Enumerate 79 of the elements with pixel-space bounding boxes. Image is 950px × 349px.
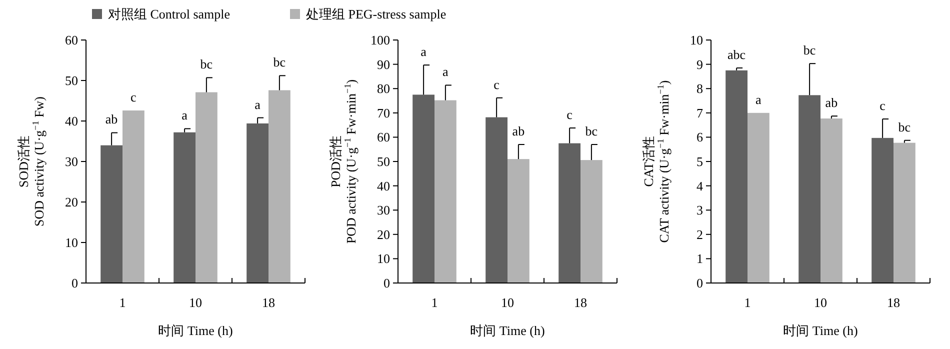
- legend-label: 对照组 Control sample: [108, 6, 230, 22]
- y-tick-label: 4: [696, 178, 704, 194]
- y-tick-label: 70: [377, 105, 390, 120]
- annotation: a: [442, 64, 449, 80]
- y-tick-label: 1: [696, 251, 703, 266]
- y-tick-label: 40: [65, 114, 78, 128]
- annotation: a: [182, 108, 188, 123]
- annotation: ab: [512, 123, 525, 138]
- x-tick-label: 18: [574, 295, 587, 310]
- annotation: c: [494, 76, 500, 92]
- bar: [174, 132, 196, 283]
- bar: [872, 138, 894, 283]
- y-tick-label: 9: [696, 56, 703, 72]
- annotation: bc: [200, 56, 213, 72]
- annotation: a: [756, 92, 762, 107]
- y-tick-label: 10: [377, 251, 390, 266]
- y-tick-label: 100: [370, 32, 390, 48]
- y-tick-label: 30: [377, 202, 390, 218]
- bar: [726, 70, 748, 283]
- annotation: c: [566, 106, 573, 122]
- bar: [268, 90, 290, 283]
- y-tick-label: 50: [65, 73, 78, 88]
- bar: [820, 118, 842, 283]
- y-tick-label: 3: [696, 202, 703, 218]
- y-tick-label: 6: [696, 130, 704, 145]
- y-tick-label: 50: [377, 154, 390, 169]
- annotation: abc: [728, 46, 746, 62]
- y-tick-label: 10: [690, 32, 703, 48]
- bar: [798, 95, 820, 283]
- annotation: a: [254, 96, 261, 112]
- y-tick-label: 7: [696, 105, 704, 120]
- y-tick-label: 8: [696, 81, 703, 96]
- annotation: bc: [898, 119, 911, 134]
- bar: [558, 143, 580, 283]
- bar: [508, 159, 530, 283]
- annotation: bc: [273, 54, 286, 70]
- bar: [122, 110, 144, 283]
- x-tick-label: 1: [119, 295, 126, 310]
- x-tick-label: 10: [501, 295, 514, 310]
- bar: [412, 94, 434, 283]
- x-axis-title: 时间 Time (h): [158, 323, 233, 338]
- bar: [100, 145, 122, 283]
- annotation: ab: [825, 95, 838, 110]
- x-tick-label: 10: [189, 295, 202, 310]
- legend-label: 处理组 PEG-stress sample: [306, 6, 446, 22]
- annotation: bc: [803, 42, 816, 58]
- bar: [486, 117, 508, 283]
- y-tick-label: 2: [696, 226, 703, 242]
- bar: [196, 92, 218, 283]
- bar: [894, 142, 916, 283]
- bar: [580, 160, 602, 283]
- annotation: c: [880, 98, 886, 113]
- x-axis-title: 时间 Time (h): [783, 323, 858, 338]
- y-tick-label: 90: [377, 56, 390, 72]
- y-tick-label: 0: [696, 276, 703, 290]
- x-tick-label: 18: [262, 295, 275, 310]
- x-tick-label: 1: [744, 295, 751, 310]
- bar: [246, 123, 268, 283]
- bar: [434, 100, 456, 283]
- annotation: c: [130, 89, 137, 104]
- y-tick-label: 5: [696, 154, 703, 169]
- x-tick-label: 10: [814, 295, 827, 310]
- y-tick-label: 60: [65, 32, 78, 48]
- annotation: bc: [585, 123, 598, 138]
- annotation: a: [420, 44, 427, 60]
- y-tick-label: 60: [377, 130, 390, 145]
- y-tick-label: 30: [65, 154, 78, 169]
- bar: [748, 112, 770, 283]
- y-tick-label: 40: [377, 178, 390, 194]
- y-tick-label: 10: [65, 235, 78, 250]
- y-tick-label: 0: [72, 276, 78, 290]
- y-tick-label: 20: [377, 226, 390, 242]
- annotation: ab: [105, 112, 118, 127]
- x-tick-label: 18: [887, 295, 900, 310]
- x-tick-label: 1: [431, 295, 438, 310]
- y-tick-label: 0: [384, 276, 390, 290]
- y-tick-label: 80: [377, 81, 390, 96]
- y-tick-label: 20: [65, 194, 78, 210]
- x-axis-title: 时间 Time (h): [470, 323, 545, 338]
